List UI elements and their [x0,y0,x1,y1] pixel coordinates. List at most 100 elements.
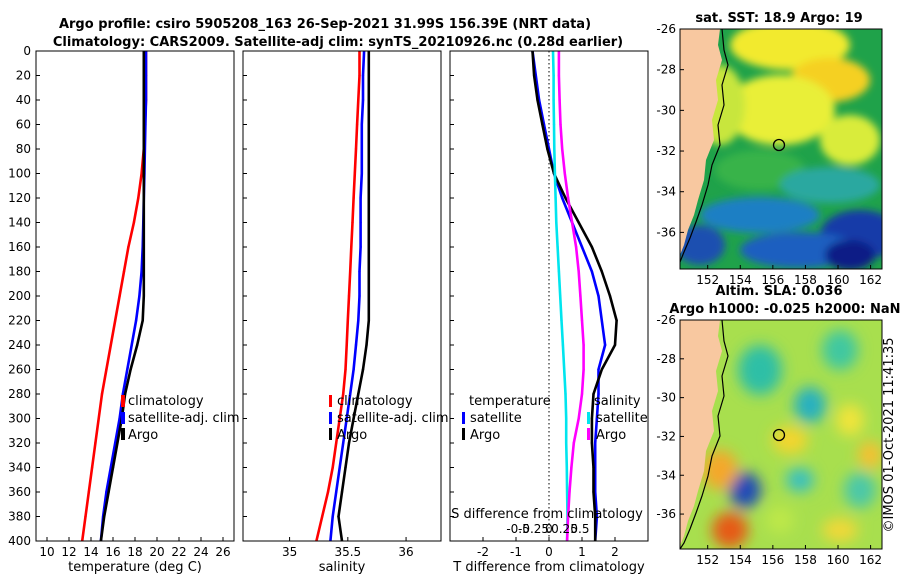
difference-point-2-8 [556,245,559,249]
difference-point-0-8 [580,245,584,249]
salinity-point-0-13 [344,368,347,371]
salinity-point-1-12 [354,343,358,347]
legend-swatch-argo [329,428,332,440]
difference-point-3-1 [557,74,561,77]
salinity-point-0-14 [342,392,345,396]
difference-point-1-1 [532,74,536,77]
difference-point-1-18 [592,490,595,494]
temperature-point-0-11 [114,319,117,322]
difference-point-3-12 [582,343,585,347]
difference-point-1-13 [600,368,603,371]
sst_map-lon-tick-label: 154 [729,273,752,287]
depth-tick-label: 40 [16,93,31,107]
sst-map-title: sat. SST: 18.9 Argo: 19 [695,11,862,26]
temperature-point-2-17 [111,466,115,469]
depth-tick-label: 380 [8,510,31,524]
salinity-point-2-4 [367,147,370,151]
salinity-point-1-2 [361,98,365,102]
sla_map-lon-tick-label: 156 [761,553,784,567]
temperature-point-0-6 [137,196,140,200]
depth-tick-label: 200 [8,289,31,303]
salinity-point-2-17 [344,466,347,469]
difference-point-1-15 [590,417,594,420]
temperature-point-2-9 [142,270,145,273]
salinity-point-0-11 [346,319,349,322]
temperature-point-0-17 [90,466,94,469]
salinity-xtick-label: 35 [282,545,297,559]
depth-tick-label: 400 [8,534,31,548]
salinity-point-0-8 [350,245,353,249]
legend-swatch-satellite [121,412,125,424]
temperature-point-1-11 [134,319,138,322]
legend-label-argo: Argo [337,428,367,443]
difference-legend-temperature: temperature satellite Argo [462,394,551,443]
imos-credit: ©IMOS 01-Oct-2021 11:41:35 [882,337,897,532]
salinity-point-0-4 [354,147,358,151]
legend-label-argo: Argo [128,428,158,443]
difference-point-2-2 [552,98,555,102]
salinity-point-2-13 [361,368,365,371]
difference-point-1-7 [577,221,580,224]
difference-point-2-6 [554,196,557,200]
legend-swatch-climatology [121,395,125,407]
depth-tick-label: 80 [16,142,31,156]
difference-point-1-6 [564,196,567,200]
temperature-point-2-10 [142,294,145,298]
salinity-point-1-3 [360,123,363,126]
sla_map-lat-tick-label: -36 [656,507,676,521]
sst-isobath [680,29,729,263]
depth-tick-label: 20 [16,69,31,83]
salinity-point-1-8 [359,245,362,249]
sst_map-lat-tick-label: -30 [656,103,676,117]
temperature-point-1-10 [138,294,141,298]
difference-xtick-label: 0 [545,545,553,559]
sst_map-lat-tick-label: -26 [656,22,676,36]
salinity-point-1-10 [358,294,361,298]
salinity-point-2-9 [367,270,370,273]
difference-point-0-16 [594,441,597,445]
legend-title-temperature: temperature [469,394,551,409]
temperature-xtick-label: 12 [61,545,76,559]
temperature-point-2-13 [129,368,132,371]
salinity-point-1-11 [357,319,360,322]
temperature-point-2-18 [107,490,110,494]
sst_map-lon-tick-label: 156 [761,273,784,287]
difference-point-1-2 [536,98,539,102]
legend-label-s-satellite: satellite [596,411,648,426]
temperature-xtick-label: 24 [193,545,208,559]
salinity-point-2-5 [367,172,370,175]
salinity-difference-tick-label: 0 [545,522,553,536]
depth-tick-label: 140 [8,216,31,230]
difference-point-3-15 [577,417,580,420]
salinity-difference-tick-label: -0.5 [506,522,529,536]
salinity-point-1-1 [361,74,365,77]
temperature-point-1-15 [118,417,121,420]
sla_map-lon-tick-label: 154 [729,553,752,567]
temperature-xtick-label: 16 [105,545,120,559]
difference-point-3-9 [577,270,580,273]
legend-swatch-s-satellite [587,412,590,424]
difference-point-2-12 [561,343,565,347]
salinity-xlabel: salinity [319,560,366,575]
salinity-point-1-6 [359,196,362,200]
difference-point-0-6 [561,196,564,200]
difference-point-0-12 [603,343,607,347]
salinity-point-0-2 [357,98,360,102]
salinity-point-2-15 [352,417,355,420]
sla-isobath [680,320,729,549]
legend-label-s-argo: Argo [596,428,626,443]
depth-tick-label: 100 [8,167,31,181]
difference-point-1-11 [615,319,618,322]
sla_map-lat-tick-label: -32 [656,429,676,443]
legend-label-t-argo: Argo [470,428,500,443]
sla_map-lon-tick-label: 162 [859,553,882,567]
sst_map-lon-tick-label: 160 [827,273,850,287]
salinity-series-climatology [315,51,361,541]
salinity-point-1-15 [345,417,348,420]
salinity-point-1-4 [360,147,363,151]
legend-label-satellite: satellite-adj. clim [337,411,449,426]
depth-tick-label: 360 [8,485,31,499]
temperature-xtick-label: 14 [83,545,98,559]
temperature-axes-frame [35,50,235,542]
salinity-axes-frame [242,50,442,542]
